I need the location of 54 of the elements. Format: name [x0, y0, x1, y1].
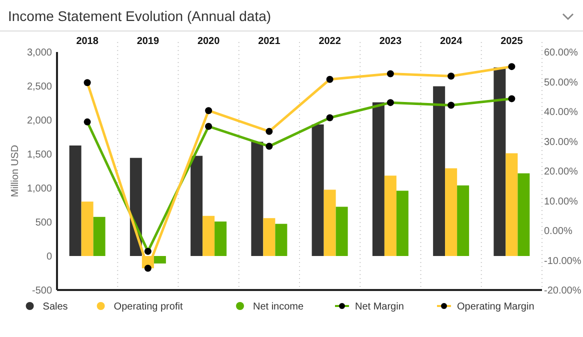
x-tick-label: 2021: [258, 36, 281, 47]
y2-tick-label: 60.00%: [544, 48, 578, 58]
x-tick-label: 2020: [197, 36, 220, 47]
legend-label: Net income: [253, 302, 304, 312]
legend-label: Sales: [42, 302, 68, 312]
bar: [506, 153, 518, 256]
bar: [93, 216, 106, 256]
bar: [251, 142, 264, 256]
bar: [494, 67, 506, 256]
y-axis-title: Million USD: [10, 144, 21, 198]
y2-tick-label: 10.00%: [544, 196, 578, 208]
y2-tick-label: 50.00%: [544, 77, 578, 88]
bar: [190, 156, 203, 256]
y-tick-label: 2,000: [26, 116, 52, 126]
y-tick-label: 500: [35, 218, 52, 228]
x-tick-label: 2022: [318, 36, 342, 47]
y2-tick-label: 30.00%: [544, 136, 578, 148]
bar: [433, 86, 446, 256]
x-tick-label: 2019: [136, 36, 160, 47]
y-tick-label: 1,500: [26, 150, 52, 160]
bar: [396, 190, 408, 256]
bar: [384, 176, 396, 256]
bar: [275, 224, 288, 256]
bar: [69, 146, 82, 256]
legend-label: Operating Margin: [457, 302, 534, 312]
x-tick-label: 2025: [500, 36, 524, 47]
bar: [324, 190, 336, 256]
y-tick-label: 2,500: [26, 82, 52, 92]
bar: [457, 185, 470, 256]
bar: [202, 216, 215, 256]
x-tick-label: 2018: [76, 36, 99, 47]
y2-tick-label: 0.00%: [544, 226, 572, 237]
bar: [518, 173, 530, 256]
bar: [336, 206, 348, 256]
y2-tick-label: -10.00%: [544, 256, 582, 267]
y-tick-label: 0: [46, 252, 52, 262]
chart-title: Income Statement Evolution (Annual data): [8, 8, 272, 24]
bar: [445, 168, 458, 256]
x-tick-label: 2024: [440, 36, 463, 47]
x-tick-label: 2023: [379, 36, 402, 47]
y-tick-label: 1,000: [26, 184, 52, 194]
legend-label: Operating profit: [114, 302, 183, 312]
bar: [214, 222, 227, 256]
y2-tick-label: 20.00%: [544, 166, 578, 178]
bar: [154, 256, 166, 264]
bar: [263, 218, 276, 256]
bar: [81, 202, 94, 256]
legend-label: Net Margin: [355, 302, 404, 312]
bar: [372, 102, 384, 256]
bar: [312, 124, 324, 256]
y2-tick-label: -20.00%: [544, 286, 582, 296]
y-tick-label: -500: [32, 286, 52, 296]
y2-tick-label: 40.00%: [544, 107, 578, 118]
y-tick-label: 3,000: [26, 48, 52, 58]
